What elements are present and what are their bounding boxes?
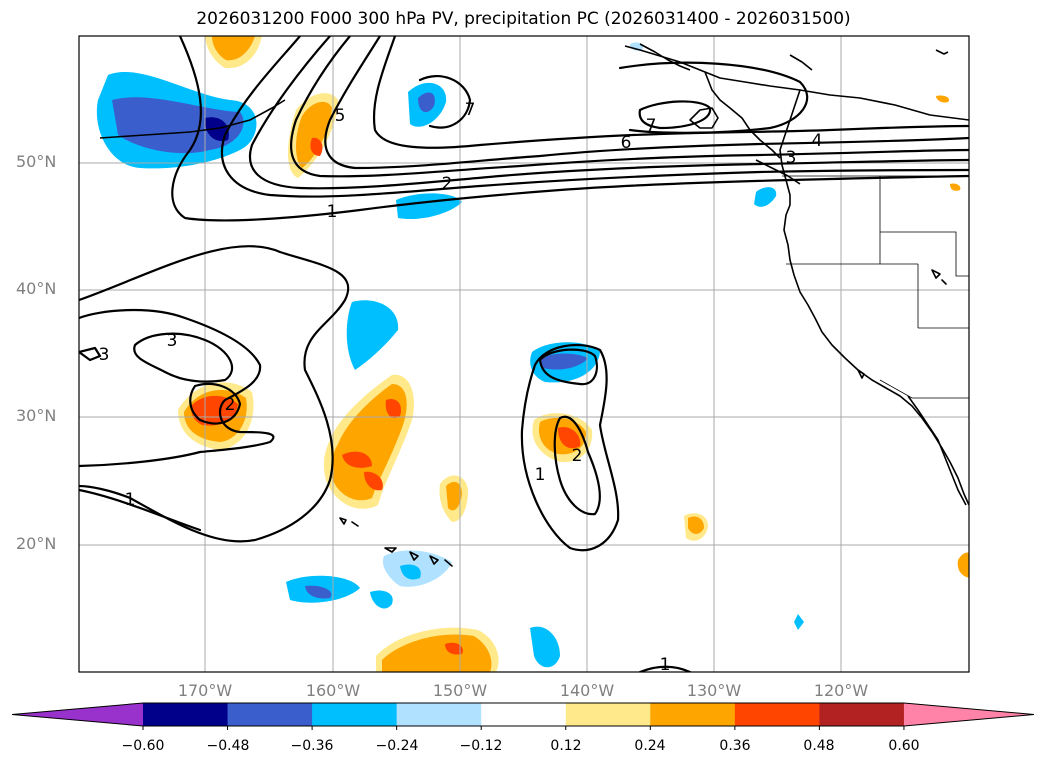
- map-frame: [78, 35, 970, 673]
- contour-label: 2: [225, 395, 236, 415]
- contour-label: 3: [786, 148, 797, 168]
- contour-label: 7: [646, 116, 657, 136]
- lat-label-50n: 50°N: [16, 152, 57, 171]
- colorbar-tick-label: 0.12: [550, 738, 582, 754]
- colorbar-bin: [734, 703, 820, 726]
- colorbar-bin: [481, 703, 567, 726]
- colorbar-tick-label: 0.60: [888, 738, 920, 754]
- colorbar-extend-max: [903, 703, 1034, 726]
- contour-label: 2: [572, 446, 583, 466]
- lat-label-20n: 20°N: [16, 534, 57, 553]
- colorbar-bin: [819, 703, 905, 726]
- colorbar-extend-min: [12, 703, 143, 726]
- pv-contours: [79, 36, 969, 672]
- colorbar-bin: [227, 703, 313, 726]
- contour-label: 1: [535, 465, 546, 485]
- contour-label: 7: [465, 100, 476, 120]
- lon-label-160w: 160°W: [305, 681, 361, 700]
- colorbar: [11, 702, 1035, 730]
- lat-label-30n: 30°N: [16, 406, 57, 425]
- contour-label: 1: [660, 655, 671, 675]
- contour-label: 1: [125, 490, 136, 510]
- colorbar-tick-label: 0.48: [803, 738, 835, 754]
- contour-label: 3: [99, 345, 110, 365]
- colorbar-tick-label: −0.12: [459, 738, 503, 754]
- colorbar-tick-label: 0.24: [634, 738, 666, 754]
- contour-label: 5: [335, 106, 346, 126]
- colorbar-tick-label: −0.60: [121, 738, 165, 754]
- colorbar-bin: [565, 703, 651, 726]
- contour-label: 6: [621, 133, 632, 153]
- colorbar-bin: [396, 703, 482, 726]
- map-title: 2026031200 F000 300 hPa PV, precipitatio…: [196, 9, 851, 29]
- colorbar-bin: [312, 703, 398, 726]
- lon-label-130w: 130°W: [686, 681, 742, 700]
- precipitation-positive-shading: [178, 36, 969, 672]
- contour-label: 3: [167, 331, 178, 351]
- lon-label-150w: 150°W: [432, 681, 488, 700]
- colorbar-tick-label: 0.36: [719, 738, 751, 754]
- colorbar-tick-label: −0.48: [206, 738, 250, 754]
- contour-label: 2: [442, 174, 453, 194]
- colorbar-bin: [650, 703, 736, 726]
- colorbar-bin: [143, 703, 229, 726]
- contour-label: 1: [327, 202, 338, 222]
- contour-label: 4: [812, 131, 823, 151]
- lon-label-170w: 170°W: [177, 681, 233, 700]
- colorbar-tick-label: −0.24: [375, 738, 419, 754]
- colorbar-tick-label: −0.36: [290, 738, 334, 754]
- contour-labels: 1 2 3 4 5 6 7 7 1 2 3 3 1 1 2: [99, 100, 823, 675]
- lon-label-140w: 140°W: [559, 681, 615, 700]
- lon-label-120w: 120°W: [813, 681, 869, 700]
- lat-label-40n: 40°N: [16, 279, 57, 298]
- coastlines: [99, 43, 969, 567]
